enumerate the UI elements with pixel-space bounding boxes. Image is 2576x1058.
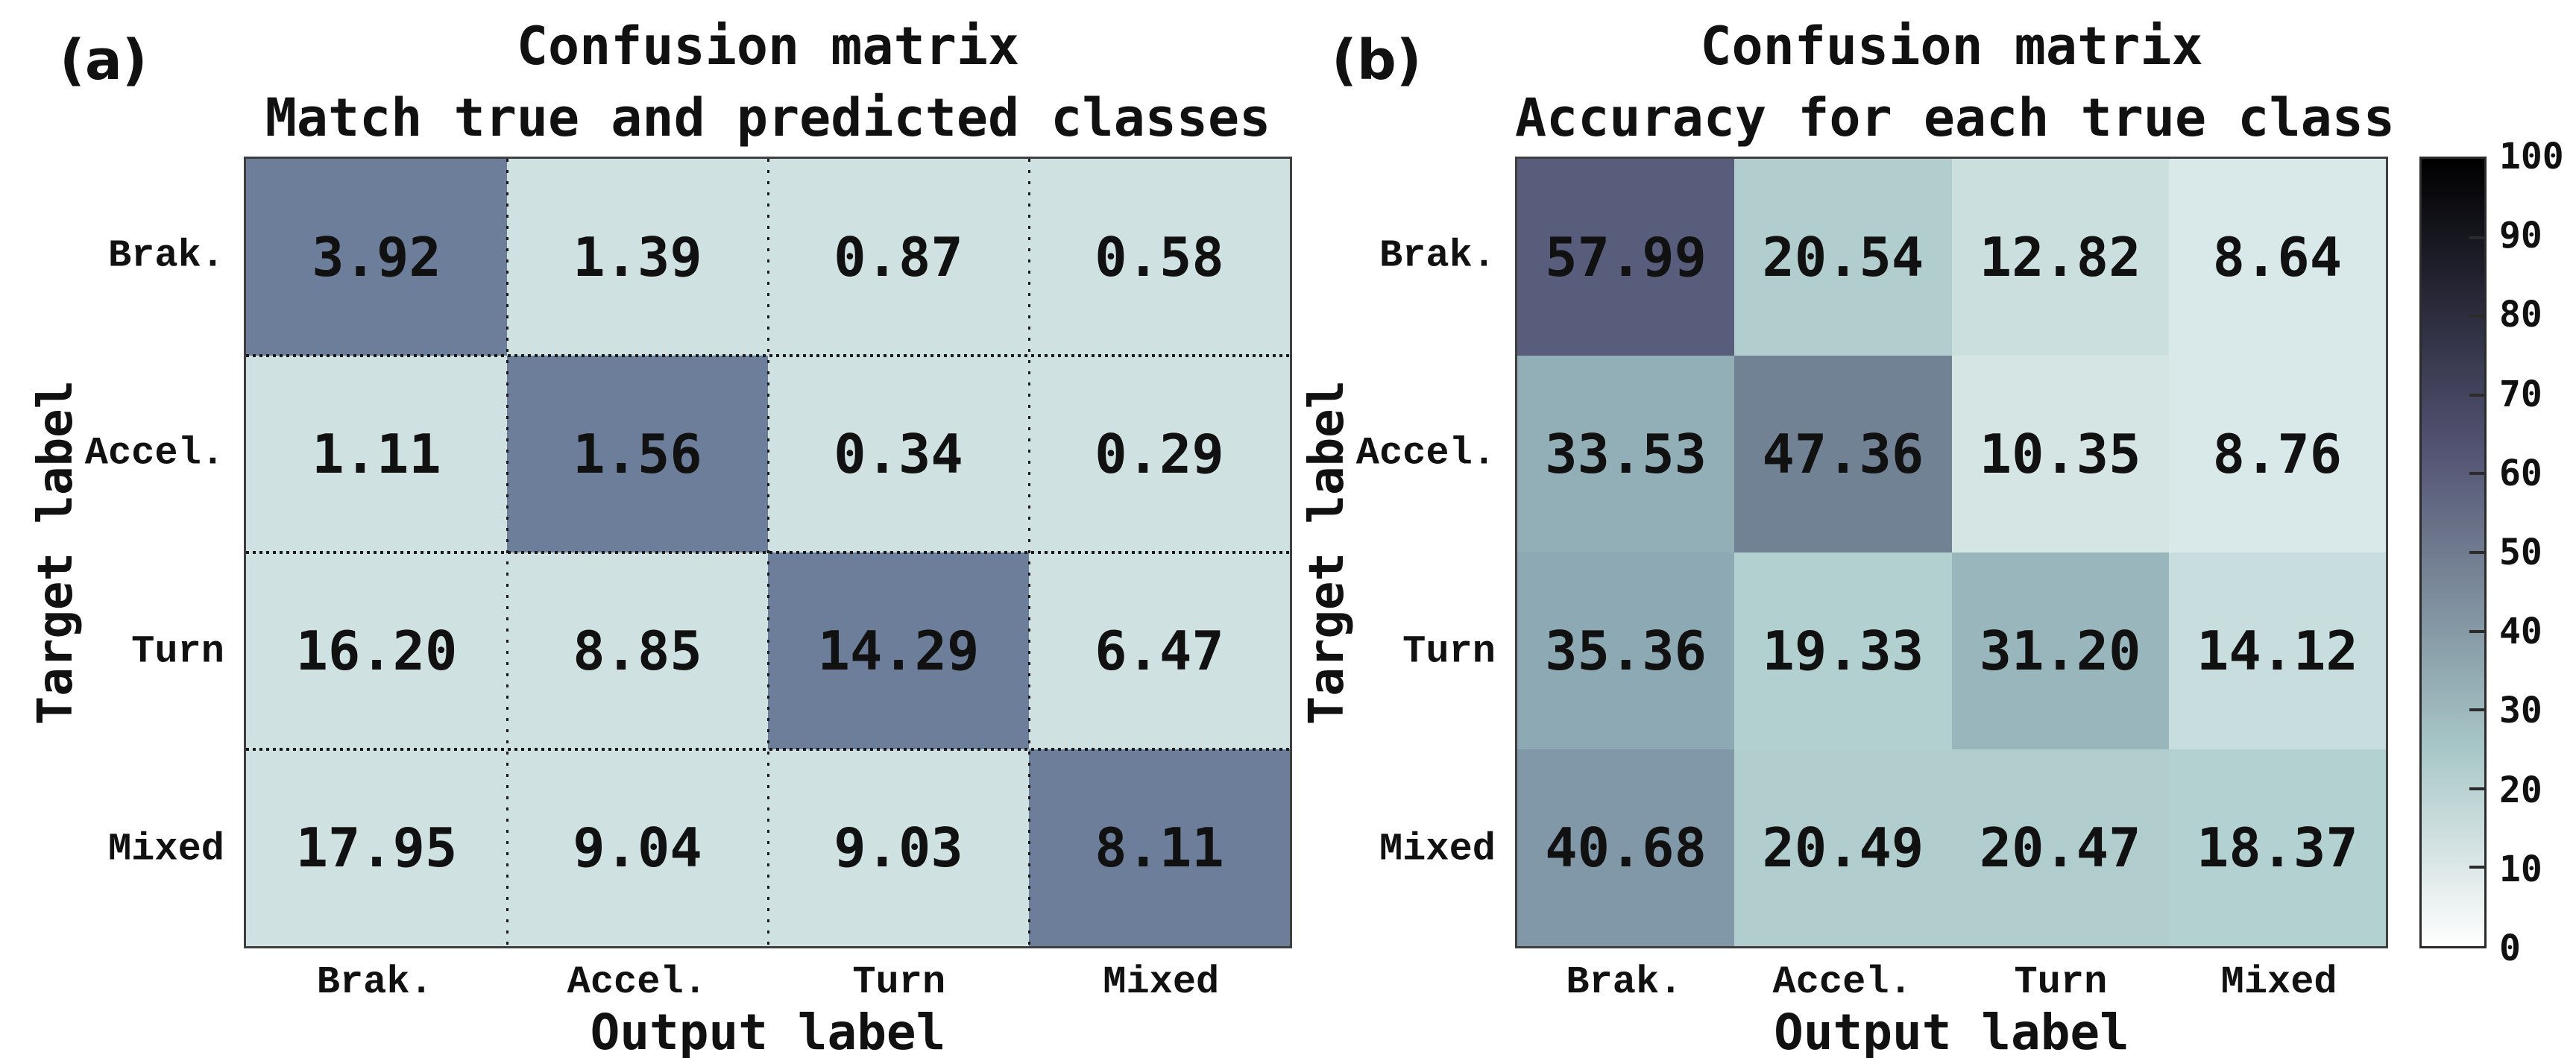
panel-b-cell-r0c2: 12.82 — [1951, 159, 2169, 356]
panel-a-title-line2: Match true and predicted classes — [265, 87, 1271, 148]
panel-a-cell-r1c3: 0.29 — [1029, 356, 1290, 552]
dotted-gridline-horizontal — [246, 551, 1290, 554]
panel-a-y-tick-1: Accel. — [84, 431, 224, 476]
panel-b-cell-r0c0: 57.99 — [1517, 159, 1735, 356]
panel-b-x-tick-1: Accel. — [1772, 960, 1912, 1004]
panel-a-cell-r2c3: 6.47 — [1029, 552, 1290, 749]
colorbar-tick-mark-40 — [2469, 629, 2486, 633]
panel-a-x-tick-1: Accel. — [567, 960, 707, 1004]
panel-a-y-ticks: Brak. Accel. Turn Mixed — [0, 157, 224, 948]
panel-a-cell-r0c2: 0.87 — [768, 159, 1029, 356]
colorbar-tick-label-40: 40 — [2499, 611, 2542, 653]
panel-b-y-tick-1: Accel. — [1355, 431, 1496, 476]
panel-a-y-tick-2: Turn — [131, 629, 224, 674]
panel-b-cell-r0c3: 8.64 — [2168, 159, 2386, 356]
colorbar-tick-mark-80 — [2469, 315, 2486, 318]
colorbar-tick-mark-20 — [2469, 787, 2486, 790]
colorbar-tick-label-50: 50 — [2499, 532, 2542, 573]
panel-b-cell-r2c0: 35.36 — [1517, 552, 1735, 749]
colorbar — [2419, 157, 2487, 948]
panel-b-title-line1: Confusion matrix — [1700, 16, 2203, 77]
colorbar-tick-label-10: 10 — [2499, 848, 2542, 890]
panel-a-corner-label: (a) — [60, 28, 148, 92]
colorbar-tick-mark-60 — [2469, 472, 2486, 476]
panel-a-cell-r3c0: 17.95 — [246, 749, 507, 946]
colorbar-tick-labels: 0 10 20 30 40 50 60 70 80 90 100 — [2499, 136, 2576, 969]
panel-a-cell-r3c1: 9.04 — [507, 749, 768, 946]
colorbar-tick-label-80: 80 — [2499, 294, 2542, 336]
panel-a-x-ticks: Brak. Accel. Turn Mixed — [244, 960, 1292, 1005]
colorbar-tick-label-60: 60 — [2499, 452, 2542, 494]
panel-b-cell-r3c0: 40.68 — [1517, 749, 1735, 946]
panel-a-y-tick-3: Mixed — [107, 827, 224, 872]
panel-b-y-tick-0: Brak. — [1379, 233, 1496, 278]
panel-a-y-tick-0: Brak. — [107, 233, 224, 278]
colorbar-tick-label-30: 30 — [2499, 690, 2542, 732]
panel-a-x-tick-0: Brak. — [316, 960, 433, 1004]
panel-b-title-line2: Accuracy for each true class — [1515, 87, 2396, 148]
colorbar-tick-label-70: 70 — [2499, 373, 2542, 415]
panel-a-heatmap-matrix: 3.92 1.39 0.87 0.58 1.11 1.56 0.34 0.29 16.20 8.8… — [244, 157, 1292, 948]
panel-a-cell-r2c0: 16.20 — [246, 552, 507, 749]
colorbar-tick-mark-90 — [2469, 236, 2486, 239]
dotted-gridline-vertical — [1028, 159, 1030, 946]
panel-a-cell-r1c2: 0.34 — [768, 356, 1029, 552]
panel-a-title-line1: Confusion matrix — [516, 16, 1020, 77]
panel-a-x-tick-2: Turn — [852, 960, 946, 1004]
panel-b-x-tick-3: Mixed — [2220, 960, 2337, 1004]
colorbar-tick-mark-10 — [2469, 866, 2486, 869]
colorbar-tick-mark-50 — [2469, 551, 2486, 554]
panel-b-cell-r0c1: 20.54 — [1734, 159, 1952, 356]
colorbar-tick-mark-70 — [2469, 393, 2486, 397]
panel-b-y-ticks: Brak. Accel. Turn Mixed — [0, 157, 1496, 948]
panel-a-x-tick-3: Mixed — [1103, 960, 1220, 1004]
panel-a-cell-r3c2: 9.03 — [768, 749, 1029, 946]
panel-b-cell-r1c3: 8.76 — [2168, 356, 2386, 552]
colorbar-tick-label-20: 20 — [2499, 769, 2542, 811]
panel-b-x-ticks: Brak. Accel. Turn Mixed — [1515, 960, 2388, 1005]
panel-b-title: Confusion matrix Accuracy for each true … — [1515, 10, 2396, 154]
panel-a-cell-r0c0: 3.92 — [246, 159, 507, 356]
panel-b-cell-r2c2: 31.20 — [1951, 552, 2169, 749]
panel-b-x-axis-label: Output label — [1774, 1004, 2129, 1058]
panel-a-cell-r1c0: 1.11 — [246, 356, 507, 552]
panel-b-cell-r2c3: 14.12 — [2168, 552, 2386, 749]
panel-b-cell-r1c1: 47.36 — [1734, 356, 1952, 552]
panel-a-cell-r1c1: 1.56 — [507, 356, 768, 552]
panel-b-cell-r3c1: 20.49 — [1734, 749, 1952, 946]
panel-a-cell-r3c3: 8.11 — [1029, 749, 1290, 946]
colorbar-tick-label-0: 0 — [2499, 928, 2521, 969]
dotted-gridline-horizontal — [246, 748, 1290, 751]
panel-b-corner-label: (b) — [1332, 28, 1422, 92]
colorbar-tick-label-100: 100 — [2499, 136, 2564, 177]
panel-b-x-tick-2: Turn — [2014, 960, 2108, 1004]
panel-a-cell-r2c1: 8.85 — [507, 552, 768, 749]
colorbar-tick-label-90: 90 — [2499, 215, 2542, 257]
panel-b-y-tick-3: Mixed — [1379, 827, 1496, 872]
panel-a-cell-r0c3: 0.58 — [1029, 159, 1290, 356]
panel-b-heatmap-matrix: 57.99 20.54 12.82 8.64 33.53 47.36 10.35 8.76 35… — [1515, 157, 2388, 948]
panel-b-y-tick-2: Turn — [1402, 629, 1496, 674]
panel-b-cell-r2c1: 19.33 — [1734, 552, 1952, 749]
panel-b-x-tick-0: Brak. — [1566, 960, 1683, 1004]
panel-a-x-axis-label: Output label — [590, 1004, 946, 1058]
panel-b-cell-r1c2: 10.35 — [1951, 356, 2169, 552]
panel-a-cell-r2c2: 14.29 — [768, 552, 1029, 749]
panel-a-title: Confusion matrix Match true and predicte… — [244, 10, 1292, 154]
panel-b-cell-r3c2: 20.47 — [1951, 749, 2169, 946]
panel-b-cell-r3c3: 18.37 — [2168, 749, 2386, 946]
panel-a-cell-r0c1: 1.39 — [507, 159, 768, 356]
panel-b-cell-r1c0: 33.53 — [1517, 356, 1735, 552]
colorbar-tick-mark-30 — [2469, 708, 2486, 712]
